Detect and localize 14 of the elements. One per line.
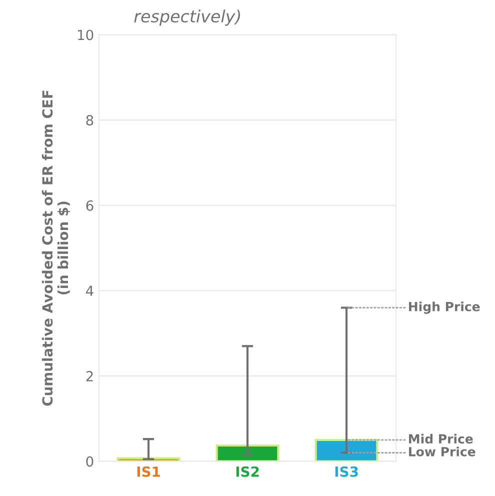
y-tick-label: 8	[86, 115, 94, 126]
x-tick-label: IS2	[236, 466, 259, 477]
y-tick-label: 2	[86, 370, 93, 382]
annotation: Mid Price	[409, 434, 473, 444]
y-tick-label: 10	[78, 30, 94, 40]
chart-title: respectively)	[134, 10, 240, 26]
x-tick-label: IS1	[137, 466, 160, 477]
annotation: High Price	[409, 302, 480, 314]
y-tick-label: 4	[86, 286, 94, 296]
annotation: Low Price	[409, 446, 476, 456]
y-axis-title: Cumulative Avoided Cost of ER from CEF (in billion $)	[42, 90, 70, 406]
y-tick-label: 0	[86, 456, 94, 467]
x-tick-label: IS3	[335, 466, 358, 477]
y-tick-label: 6	[86, 200, 94, 211]
